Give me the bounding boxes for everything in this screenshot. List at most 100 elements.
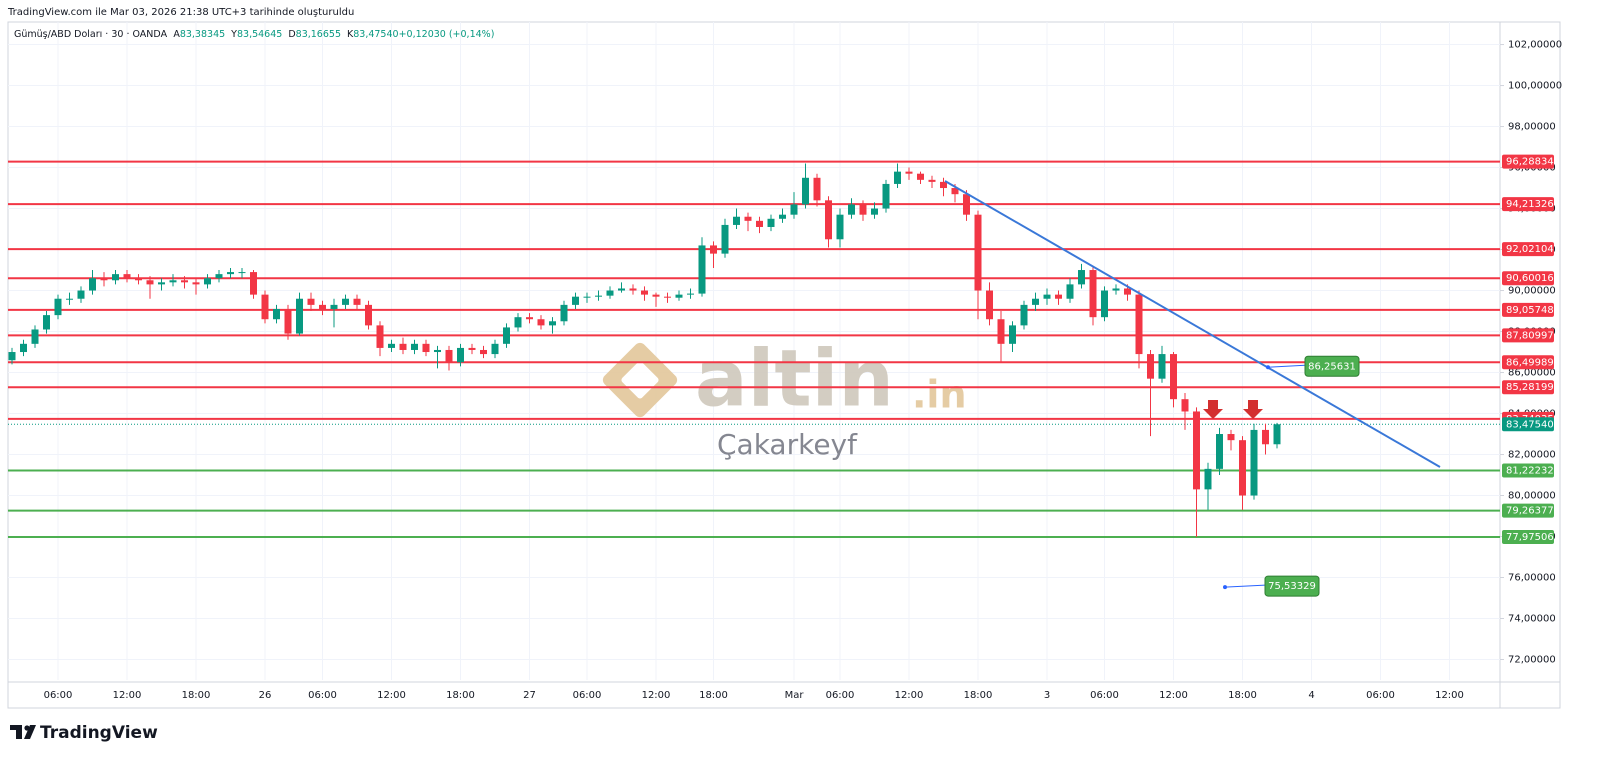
candle-body (411, 343, 418, 350)
candle-body (284, 308, 292, 334)
candle-body (112, 274, 119, 281)
candle-body (859, 204, 867, 215)
candle-body (721, 224, 729, 254)
candle-body (675, 294, 683, 298)
level-label-box (1502, 503, 1554, 518)
legend-value: +0,12030 (+0,14%) (399, 29, 495, 40)
candle-body (618, 288, 625, 291)
arrow-marker (1243, 400, 1263, 419)
candle-body (560, 304, 568, 322)
y-tick-label: 76,00000 (1508, 573, 1556, 584)
callout-label: 75,53329 (1268, 581, 1316, 592)
candle-body (710, 245, 717, 254)
x-tick-label: 26 (259, 690, 272, 701)
candle-body (123, 274, 131, 279)
x-tick-label: 18:00 (699, 690, 728, 701)
x-tick-label: 3 (1044, 690, 1050, 701)
x-tick-label: 18:00 (964, 690, 993, 701)
x-tick-label: 06:00 (573, 690, 602, 701)
candle-body (549, 321, 556, 326)
overlay: 96,28834 94,21326 92,02104 90,60016 89,05748… (1223, 154, 1554, 597)
y-tick-label: 74,00000 (1508, 614, 1556, 625)
candle-body (905, 171, 913, 174)
level-label-box (1502, 197, 1554, 212)
x-tick-label: 12:00 (895, 690, 924, 701)
candle-body (790, 204, 798, 215)
candle-body (445, 349, 453, 363)
candle-body (779, 214, 786, 219)
candle-body (641, 290, 648, 295)
level-label: 92,02104 (1506, 244, 1554, 255)
candle-body (1124, 288, 1131, 295)
candle-body (503, 327, 510, 344)
y-tick-label: 86,00000 (1508, 368, 1556, 379)
candle-body (1032, 298, 1039, 305)
candle-body (848, 204, 855, 215)
level-label: 87,80997 (1506, 330, 1554, 341)
candle-body (204, 278, 211, 285)
candle-body (31, 329, 39, 344)
candle-body (1020, 304, 1028, 326)
y-tick-label: 72,00000 (1508, 655, 1556, 666)
level-label-box (1502, 242, 1554, 257)
candle-body (43, 315, 50, 330)
legend-value: 83,16655 (296, 29, 341, 40)
candle-body (1078, 270, 1085, 285)
candle-body (836, 214, 844, 240)
candle-body (974, 214, 982, 291)
y-tick-label: 98,00000 (1508, 122, 1556, 133)
candle-body (181, 280, 188, 283)
candle-body (135, 278, 142, 281)
arrow-marker (1203, 400, 1223, 419)
level-label-box (1502, 530, 1554, 545)
candle-body (20, 343, 27, 353)
logo-hole (621, 361, 659, 399)
x-tick-label: 12:00 (1435, 690, 1464, 701)
level-label-box (1502, 355, 1554, 370)
candle-body (733, 216, 740, 225)
candle-body (1181, 399, 1189, 412)
candles (8, 163, 1281, 537)
legend: Gümüş/ABD Doları · 30 · OANDA A83,38345 Y8… (14, 29, 494, 40)
candle-body (215, 274, 223, 279)
footer-logo: TradingView (10, 723, 158, 743)
watermark: altin .in Çakarkeyf (602, 334, 967, 461)
last-price-label: 83,47540 (1506, 419, 1554, 430)
level-label: 79,26377 (1506, 506, 1554, 517)
x-tick-label: 4 (1308, 690, 1314, 701)
candle-body (1239, 440, 1246, 496)
candle-body (238, 272, 246, 274)
candle-body (54, 298, 62, 316)
candle-body (1170, 354, 1177, 400)
candle-body (422, 343, 430, 353)
level-label: 89,05748 (1506, 305, 1554, 316)
candle-body (825, 200, 832, 240)
last-price-box (1502, 417, 1554, 432)
candle-body (376, 325, 384, 348)
watermark-suffix: .in (912, 373, 967, 417)
candle-body (77, 290, 85, 299)
candle-body (664, 296, 671, 298)
candle-body (871, 208, 878, 215)
candle-body (1101, 290, 1108, 318)
candle-body (1158, 354, 1166, 379)
callout-point (1223, 585, 1227, 590)
callout-box (1304, 355, 1360, 377)
y-tick-label: 102,00000 (1508, 40, 1562, 51)
x-tick-label: 18:00 (446, 690, 475, 701)
x-tick-label: 12:00 (377, 690, 406, 701)
legend-key: A (173, 29, 180, 40)
candle-body (1112, 288, 1120, 291)
candle-body (491, 343, 499, 355)
footer-brand: TradingView (40, 723, 158, 743)
level-label-box (1502, 271, 1554, 286)
level-label: 85,28199 (1506, 382, 1554, 393)
candle-body (1009, 325, 1016, 344)
candle-body (399, 343, 407, 350)
candle-body (192, 282, 200, 285)
callout-leader (1267, 364, 1306, 368)
candle-body (250, 272, 257, 295)
